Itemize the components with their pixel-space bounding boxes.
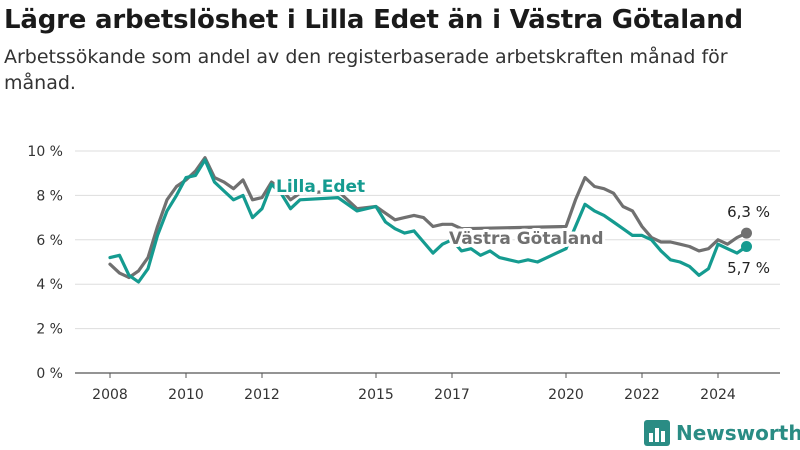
end-label-vastra-gotaland: 6,3 % (727, 203, 770, 221)
x-tick-label: 2017 (434, 387, 470, 403)
x-tick-label: 2015 (358, 387, 394, 403)
series-layer (108, 156, 752, 284)
end-point-vastra-gotaland (741, 227, 752, 239)
x-tick-label: 2008 (92, 387, 128, 403)
x-tick-label: 2020 (548, 387, 584, 403)
x-tick-label: 2022 (624, 387, 660, 403)
x-tick-label: 2024 (700, 387, 736, 403)
y-tick-label: 4 % (36, 277, 63, 293)
x-tick-label: 2012 (244, 387, 280, 403)
end-point-lilla-edet (741, 240, 752, 252)
y-tick-label: 8 % (36, 188, 63, 204)
chart-title: Lägre arbetslöshet i Lilla Edet än i Väs… (4, 5, 743, 35)
end-label-lilla-edet: 5,7 % (727, 259, 770, 277)
brand-name: Newsworthy (676, 421, 800, 445)
newsworthy-logo[interactable]: Newsworthy (644, 419, 800, 447)
y-tick-label: 0 % (36, 366, 63, 382)
bar-chart-icon (644, 420, 670, 446)
series-label-vastra-gotaland-halo: Västra Götaland (449, 229, 604, 249)
series-label-lilla-edet: Lilla Edet (276, 177, 365, 197)
chart-subtitle: Arbetssökande som andel av den registerb… (4, 46, 728, 94)
x-tick-label: 2010 (168, 387, 204, 403)
label-layer: 0 % 2 % 4 % 6 % 8 % 10 % 2008 2010 2012 2015 2017 2… (27, 144, 770, 403)
series-line-vastra-gotaland (108, 156, 749, 280)
grid-layer (75, 150, 780, 378)
y-tick-label: 6 % (36, 233, 63, 249)
y-tick-label: 2 % (36, 322, 63, 338)
y-tick-label: 10 % (27, 144, 63, 160)
series-line-lilla-edet (108, 158, 749, 284)
series-label-vastra-gotaland: Västra Götaland (449, 229, 604, 249)
series-label-lilla-edet-halo: Lilla Edet (276, 177, 365, 197)
